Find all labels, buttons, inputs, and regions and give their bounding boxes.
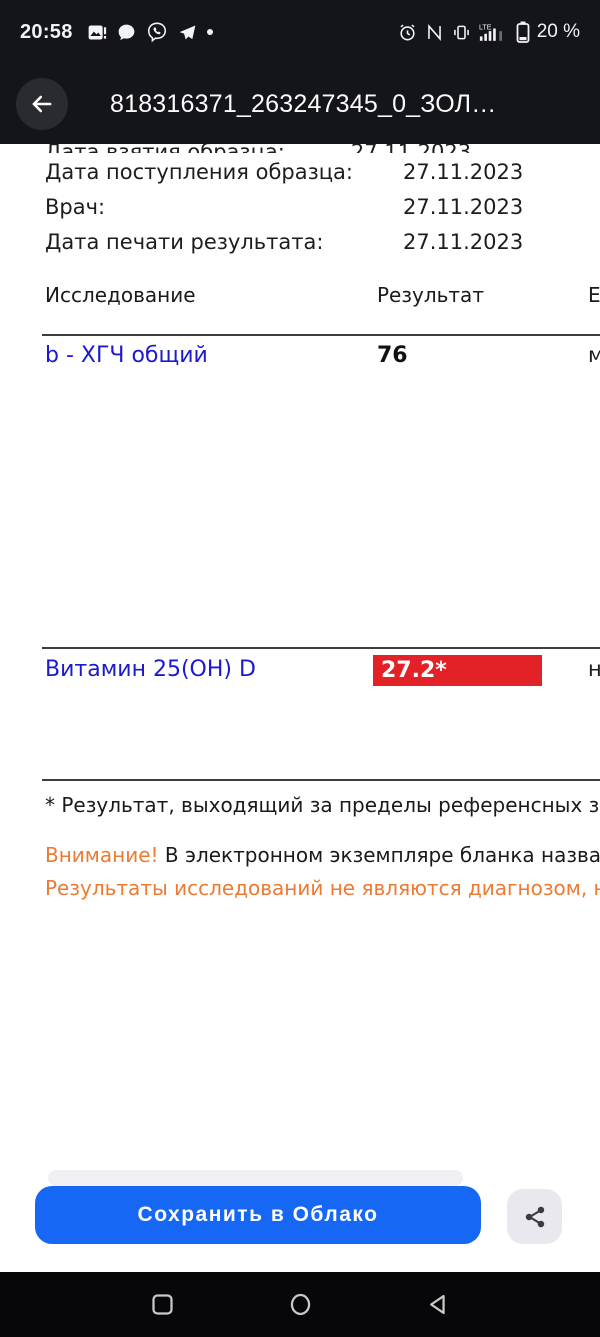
recents-button[interactable] [140,1283,184,1327]
back-triangle-icon [429,1294,445,1315]
test-unit: н [588,657,600,681]
share-icon [525,1206,544,1227]
viber-notification-icon [146,21,168,43]
column-header-research: Исследование [45,283,196,307]
clock-time: 20:58 [20,20,73,43]
meta-label: Дата печати результата: [45,230,324,254]
android-nav-bar [0,1272,600,1337]
nfc-icon [425,23,444,42]
table-divider [42,334,600,336]
home-button[interactable] [278,1283,322,1327]
meta-value: 27.11.2023 [403,195,524,219]
arrow-left-icon [32,95,52,113]
column-header-result: Результат [377,283,484,307]
message-notification-icon [116,22,137,43]
attention-prefix: Внимание! [45,843,159,867]
out-of-range-result-badge: 27.2* [373,655,542,686]
overflow-dot-icon [206,29,213,35]
status-bar: 20:58 L [0,0,600,64]
svg-text:LTE: LTE [479,24,492,31]
recents-square-icon [151,1294,173,1315]
vibrate-icon [451,22,472,43]
telegram-notification-icon [177,22,198,43]
test-name-link[interactable]: Витамин 25(OH) D [45,657,256,682]
diagnosis-note: Результаты исследований не являются диаг… [45,876,600,900]
column-header-units: Е [588,283,600,307]
test-name-link[interactable]: b - ХГЧ общий [45,343,208,368]
meta-label: Дата поступления образца: [45,160,353,184]
test-result: 76 [377,343,408,368]
lte-signal-icon: LTE [479,21,509,43]
reference-footnote: * Результат, выходящий за пределы рефере… [45,793,600,817]
attention-note: Внимание! В электронном экземпляре бланк… [45,843,600,867]
battery-icon [516,20,530,44]
back-button[interactable] [16,78,68,130]
meta-label: Врач: [45,195,106,219]
pdf-document-view[interactable]: Дата взятия образца:27.11.2023 Дата пост… [0,144,600,1272]
clipped-document-line: Дата взятия образца:27.11.2023 [45,144,585,153]
battery-percent: 20 % [536,21,580,42]
meta-value: 27.11.2023 [403,230,524,254]
button-shadow [48,1170,463,1186]
alarm-icon [397,22,418,43]
home-circle-icon [290,1293,310,1316]
app-bar: 818316371_263247345_0_ЗОЛ… [0,64,600,144]
table-divider [42,779,600,781]
back-nav-button[interactable] [416,1283,460,1327]
share-button[interactable] [507,1189,562,1244]
screenshot-notification-icon [86,22,107,43]
table-divider [42,647,600,649]
meta-value: 27.11.2023 [403,160,524,184]
document-title: 818316371_263247345_0_ЗОЛ… [110,89,497,118]
save-to-cloud-button[interactable]: Сохранить в Облако [35,1186,481,1244]
test-unit: м [588,343,600,367]
